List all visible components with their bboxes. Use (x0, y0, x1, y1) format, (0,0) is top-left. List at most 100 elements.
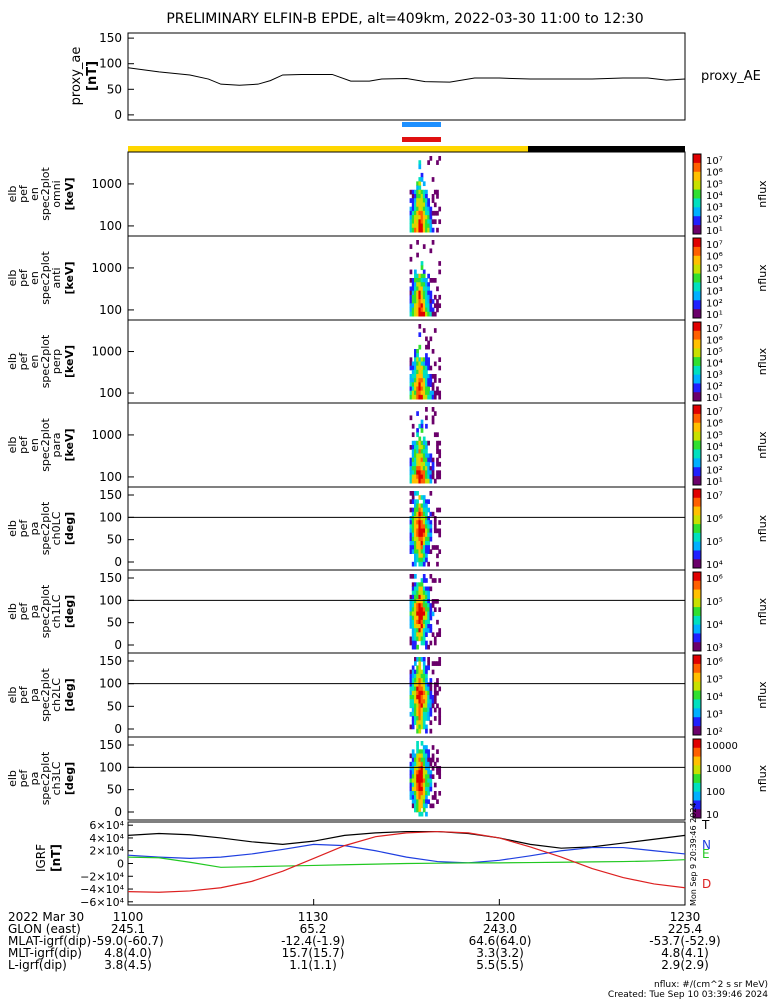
colorbar-segment (693, 309, 701, 319)
heat-cell (431, 457, 435, 463)
heat-cell (409, 290, 413, 296)
heat-cell (429, 294, 433, 300)
heat-cell (427, 273, 430, 279)
heat-cell (422, 657, 426, 662)
proxy-ae-ytick-label: 100 (99, 57, 122, 71)
heat-cell (414, 553, 417, 559)
heat-cell (429, 549, 433, 554)
heat-cell (414, 499, 417, 504)
panel-ylabel-line: elb (6, 603, 19, 620)
heat-cell (422, 553, 426, 559)
heat-cell (427, 361, 430, 367)
heat-cell (425, 757, 428, 763)
colorbar-segment (693, 392, 701, 402)
heat-cell (420, 466, 424, 471)
colorbar-tick-label: 10⁵ (706, 537, 723, 548)
heat-cell (409, 244, 413, 249)
heat-cell (411, 545, 415, 550)
heat-cell (409, 189, 413, 195)
heat-cell (414, 449, 417, 454)
heat-cell (425, 532, 428, 538)
colorbar-segment (693, 255, 701, 266)
heat-cell (429, 707, 433, 713)
heat-cell (411, 299, 415, 304)
heat-cell (422, 511, 426, 517)
heat-cell (422, 545, 426, 550)
heat-cell (422, 711, 426, 717)
heat-cell (427, 716, 430, 721)
colorbar-segment (693, 216, 701, 226)
heat-cell (422, 528, 426, 534)
heat-cell (411, 311, 415, 317)
heat-cell (422, 766, 426, 771)
heat-cell (425, 632, 428, 637)
heat-cell (420, 782, 424, 788)
colorbar-segment (693, 774, 701, 784)
heat-cell (411, 286, 415, 292)
heat-cell (425, 503, 428, 509)
heat-cell (418, 516, 422, 521)
panel-ylabel-line: spec2plot (39, 251, 52, 305)
heat-cell (420, 695, 424, 700)
heat-cell (438, 716, 442, 721)
eph-row-label: 2022 Mar 30 (8, 910, 84, 924)
heat-cell (427, 223, 430, 229)
colorbar-segment (693, 339, 701, 349)
heat-cell (414, 282, 417, 287)
heat-cell (433, 303, 437, 309)
heat-cell (427, 307, 430, 313)
heat-cell (427, 457, 430, 463)
heat-cell (418, 782, 422, 788)
heat-cell (416, 478, 419, 484)
panel-ytick-label: 50 (107, 616, 122, 630)
heat-cell (420, 278, 424, 283)
heat-cell (420, 206, 424, 212)
heat-cell (418, 445, 422, 450)
heat-cell (414, 624, 417, 629)
heat-cell (438, 206, 442, 212)
heat-cell (431, 407, 435, 412)
heat-cell (425, 382, 428, 387)
heat-cell (414, 778, 417, 784)
heat-cell (414, 557, 417, 563)
colorbar-segment (693, 189, 701, 199)
heat-cell (409, 415, 413, 421)
heat-cell (433, 640, 437, 646)
heat-cell (420, 532, 424, 538)
heat-cell (411, 636, 415, 642)
heat-cell (429, 770, 433, 775)
heat-cell (418, 495, 422, 500)
heat-cell (425, 791, 428, 796)
heat-cell (425, 286, 428, 292)
heat-cell (433, 682, 437, 688)
panel-yunits: [keV] (63, 177, 76, 210)
heat-cell (425, 803, 428, 809)
heat-cell (425, 499, 428, 504)
heat-cell (414, 636, 417, 642)
heat-cell (425, 724, 428, 730)
panel-yunits: [deg] (63, 512, 76, 545)
heat-cell (418, 440, 422, 446)
heat-cell (418, 332, 422, 337)
heat-cell (418, 724, 422, 730)
heat-cell (416, 607, 419, 612)
heat-cell (433, 695, 437, 700)
heat-cell (416, 189, 419, 195)
heat-cell (416, 361, 419, 367)
heat-cell (420, 673, 424, 679)
colorbar-segment (693, 357, 701, 367)
heat-cell (427, 474, 430, 480)
x-axis-ticks (127, 899, 686, 905)
heat-cell (422, 536, 426, 542)
heat-cell (420, 361, 424, 367)
heat-cell (411, 202, 415, 208)
heat-cell (411, 682, 415, 688)
heat-cell (422, 532, 426, 538)
heat-cell (427, 394, 430, 400)
panel-ylabel-line: pef (17, 685, 30, 704)
colorbar-segment (693, 207, 701, 217)
heat-cell (425, 440, 428, 446)
panel-ytick-label: 1000 (91, 261, 122, 275)
